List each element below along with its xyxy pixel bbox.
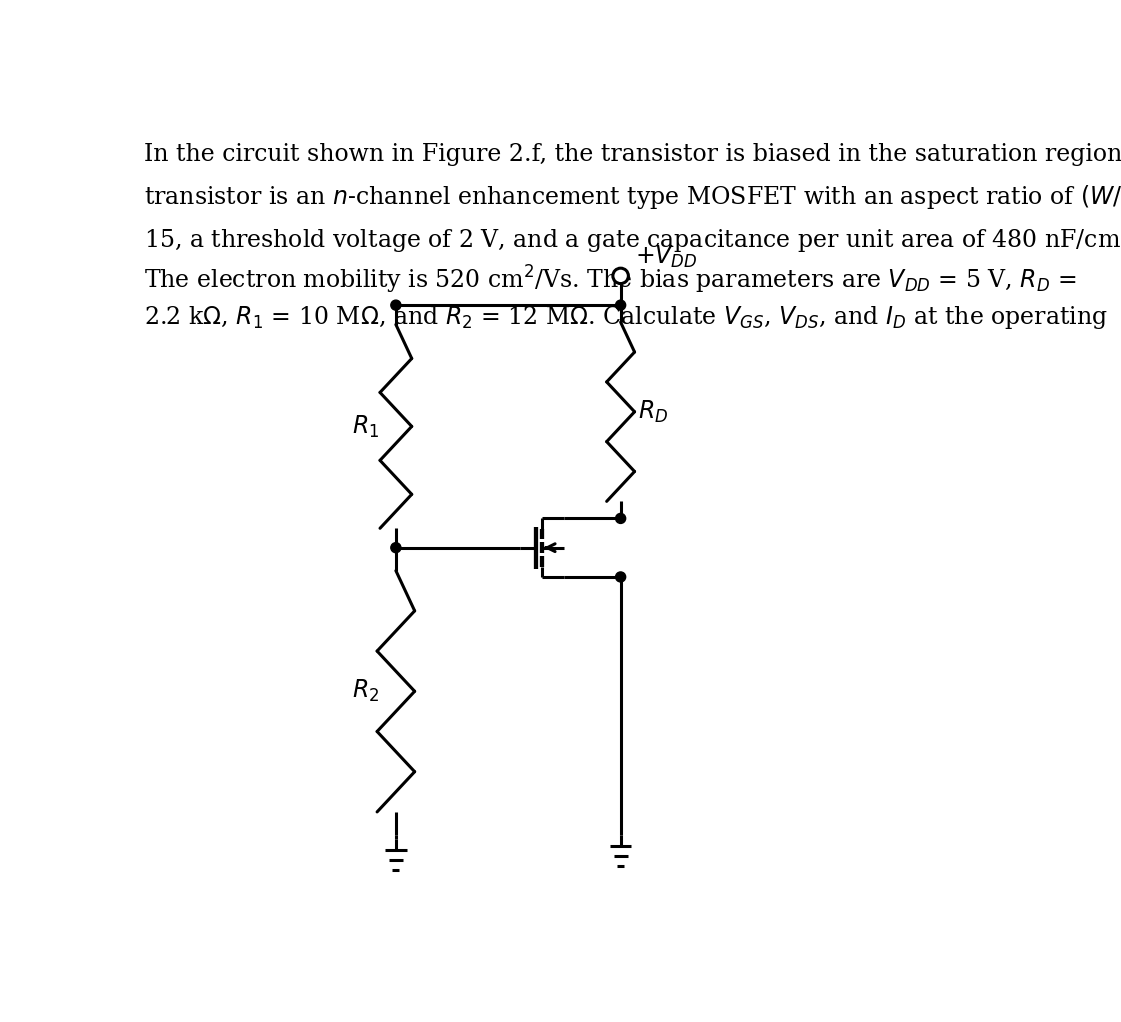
Text: $R_1$: $R_1$ xyxy=(352,413,379,439)
Text: 15, a threshold voltage of 2 V, and a gate capacitance per unit area of 480 nF/c: 15, a threshold voltage of 2 V, and a ga… xyxy=(143,224,1121,256)
Circle shape xyxy=(391,300,401,310)
Circle shape xyxy=(615,513,626,523)
Circle shape xyxy=(391,543,401,553)
Text: $R_2$: $R_2$ xyxy=(352,679,379,704)
Text: transistor is an $n$-channel enhancement type MOSFET with an aspect ratio of $(W: transistor is an $n$-channel enhancement… xyxy=(143,184,1121,212)
Text: The electron mobility is 520 cm$^2$/Vs. The bias parameters are $V_{DD}$ = 5 V, : The electron mobility is 520 cm$^2$/Vs. … xyxy=(143,264,1076,295)
Text: $R_D$: $R_D$ xyxy=(638,399,668,425)
Text: $+V_{DD}$: $+V_{DD}$ xyxy=(634,243,697,270)
Circle shape xyxy=(615,572,626,582)
Text: In the circuit shown in Figure 2.f, the transistor is biased in the saturation r: In the circuit shown in Figure 2.f, the … xyxy=(143,143,1121,167)
Text: 2.2 k$\Omega$, $R_1$ = 10 M$\Omega$, and $R_2$ = 12 M$\Omega$. Calculate $V_{GS}: 2.2 k$\Omega$, $R_1$ = 10 M$\Omega$, and… xyxy=(143,304,1108,330)
Circle shape xyxy=(613,268,629,283)
Circle shape xyxy=(615,300,626,310)
